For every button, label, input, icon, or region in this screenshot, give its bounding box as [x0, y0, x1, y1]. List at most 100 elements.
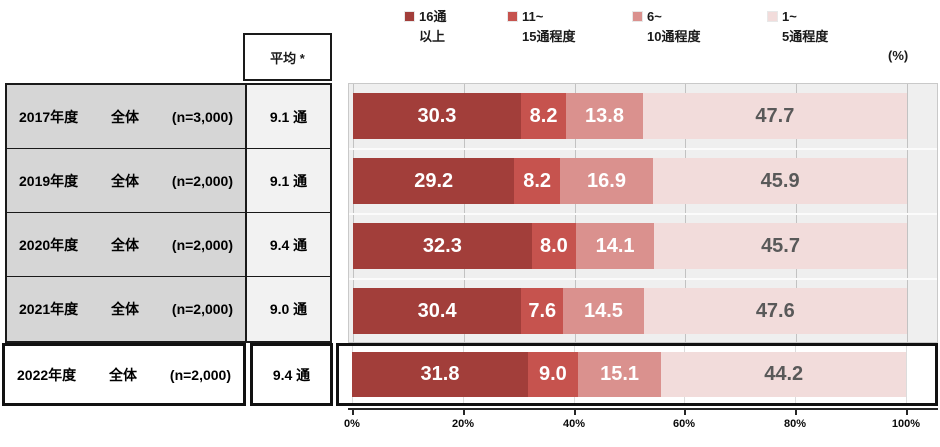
bar-segment: 30.3 [353, 93, 521, 139]
axis-tick [352, 410, 354, 415]
row-year: 2019年度 [19, 172, 79, 189]
row-group: 全体 [111, 301, 140, 317]
legend-swatch-icon [767, 11, 778, 22]
bar-value-label: 45.9 [760, 169, 800, 192]
bar-value-label: 44.2 [764, 363, 804, 385]
legend-swatch-icon [404, 11, 415, 22]
bar-segment: 7.6 [521, 288, 564, 334]
row-group: 全体 [111, 172, 140, 189]
row-label: 2019年度 全体 (n=2,000) [7, 149, 247, 212]
table-row: 2020年度 全体 (n=2,000) 9.4 通 [7, 213, 330, 277]
legend-item-1-5: 1~ 5通程度 [767, 8, 828, 45]
row-n: (n=2,000) [171, 301, 233, 317]
bar-value-label: 14.1 [595, 234, 635, 257]
row-group: 全体 [109, 366, 138, 383]
row-n: (n=2,000) [169, 366, 231, 383]
bar-value-label: 14.5 [583, 299, 623, 322]
bar-segment: 44.2 [661, 352, 907, 397]
row-year: 2021年度 [19, 301, 79, 317]
row-group: 全体 [111, 236, 140, 253]
stacked-bar-2019: 29.2 8.2 16.9 45.9 [353, 158, 907, 204]
legend-label: 16通 [419, 9, 447, 24]
bar-value-label: 9.0 [539, 363, 567, 385]
highlight-row-average-2022: 9.4 通 [250, 343, 333, 406]
bar-value-label: 8.0 [540, 234, 568, 257]
bar-value-label: 30.3 [417, 104, 457, 127]
legend-label: 15通程度 [522, 29, 576, 44]
bar-value-label: 8.2 [523, 169, 552, 192]
bar-value-label: 8.2 [529, 104, 558, 127]
row-n: (n=3,000) [171, 108, 233, 125]
row-separator [349, 278, 937, 280]
row-separator [349, 213, 937, 215]
bar-value-label: 13.8 [585, 104, 624, 127]
legend-label: 1~ [782, 9, 797, 24]
average-header: 平均 * [243, 33, 332, 81]
bar-segment: 14.5 [563, 288, 644, 334]
bar-value-label: 30.4 [417, 299, 457, 322]
bar-segment: 9.0 [528, 352, 578, 397]
row-n: (n=2,000) [171, 172, 233, 189]
bar-value-label: 32.3 [422, 234, 462, 257]
row-average: 9.1 通 [247, 85, 330, 148]
bar-row: 30.4 7.6 14.5 47.6 [349, 279, 937, 344]
axis-tick-label: 60% [672, 418, 696, 430]
bar-segment: 16.9 [559, 158, 654, 204]
bar-value-label: 7.6 [528, 299, 557, 322]
axis-tick-label: 40% [562, 418, 586, 430]
bar-value-label: 47.7 [755, 104, 795, 127]
legend-label: 以上 [419, 29, 446, 44]
bar-value-label: 31.8 [420, 363, 460, 385]
axis-tick-label: 100% [891, 418, 921, 430]
row-label: 2017年度 全体 (n=3,000) [7, 85, 247, 148]
row-separator [349, 148, 937, 150]
bar-segment: 8.0 [531, 223, 577, 269]
bar-segment: 8.2 [520, 93, 567, 139]
axis-tick-label: 0% [344, 418, 360, 430]
row-average: 9.1 通 [247, 149, 330, 212]
bar-segment: 31.8 [352, 352, 528, 397]
row-average: 9.0 通 [247, 277, 330, 341]
bar-segment: 14.1 [576, 223, 655, 269]
bar-segment: 45.9 [653, 158, 907, 204]
gridline [906, 346, 907, 403]
bar-segment: 13.8 [566, 93, 643, 139]
bar-segment: 32.3 [353, 223, 532, 269]
bar-row: 32.3 8.0 14.1 45.7 [349, 214, 937, 279]
row-group: 全体 [111, 108, 140, 125]
stacked-bar-2022: 31.8 9.0 15.1 44.2 [352, 352, 907, 397]
bar-segment: 47.6 [643, 288, 907, 334]
bar-segment: 15.1 [577, 352, 662, 397]
stacked-bar-2021: 30.4 7.6 14.5 47.6 [353, 288, 907, 334]
axis-line [348, 408, 938, 410]
plot-area: 30.3 8.2 13.8 47.7 29.2 8.2 16.9 45.9 32.3 8.0 1… [348, 83, 938, 343]
bar-value-label: 16.9 [587, 169, 626, 192]
bar-value-label: 45.7 [761, 234, 800, 257]
bar-value-label: 47.6 [755, 299, 795, 322]
legend-swatch-icon [632, 11, 643, 22]
legend-item-16plus: 16通 以上 [404, 8, 446, 45]
axis-tick [906, 410, 908, 415]
legend-label: 10通程度 [647, 29, 701, 44]
legend-label: 6~ [647, 9, 662, 24]
bar-row: 30.3 8.2 13.8 47.7 [349, 84, 937, 149]
legend-label: 5通程度 [782, 29, 829, 44]
stacked-bar-2020: 32.3 8.0 14.1 45.7 [353, 223, 907, 269]
bar-segment: 47.7 [642, 93, 907, 139]
axis-tick-label: 80% [783, 418, 807, 430]
axis-tick [574, 410, 576, 415]
bar-value-label: 15.1 [600, 363, 640, 385]
legend-swatch-icon [507, 11, 518, 22]
bar-segment: 29.2 [353, 158, 515, 204]
percent-unit-label: (%) [888, 48, 909, 63]
axis-tick [463, 410, 465, 415]
row-n: (n=2,000) [171, 236, 233, 253]
axis-tick [684, 410, 686, 415]
axis-tick-label: 20% [451, 418, 475, 430]
year-table: 2017年度 全体 (n=3,000) 9.1 通 2019年度 全体 (n=2… [5, 83, 332, 343]
row-year: 2020年度 [19, 236, 79, 253]
highlight-row-label-2022: 2022年度 全体 (n=2,000) [2, 343, 246, 406]
highlight-row-bar-box-2022: 31.8 9.0 15.1 44.2 [336, 343, 938, 406]
bar-value-label: 29.2 [414, 169, 454, 192]
